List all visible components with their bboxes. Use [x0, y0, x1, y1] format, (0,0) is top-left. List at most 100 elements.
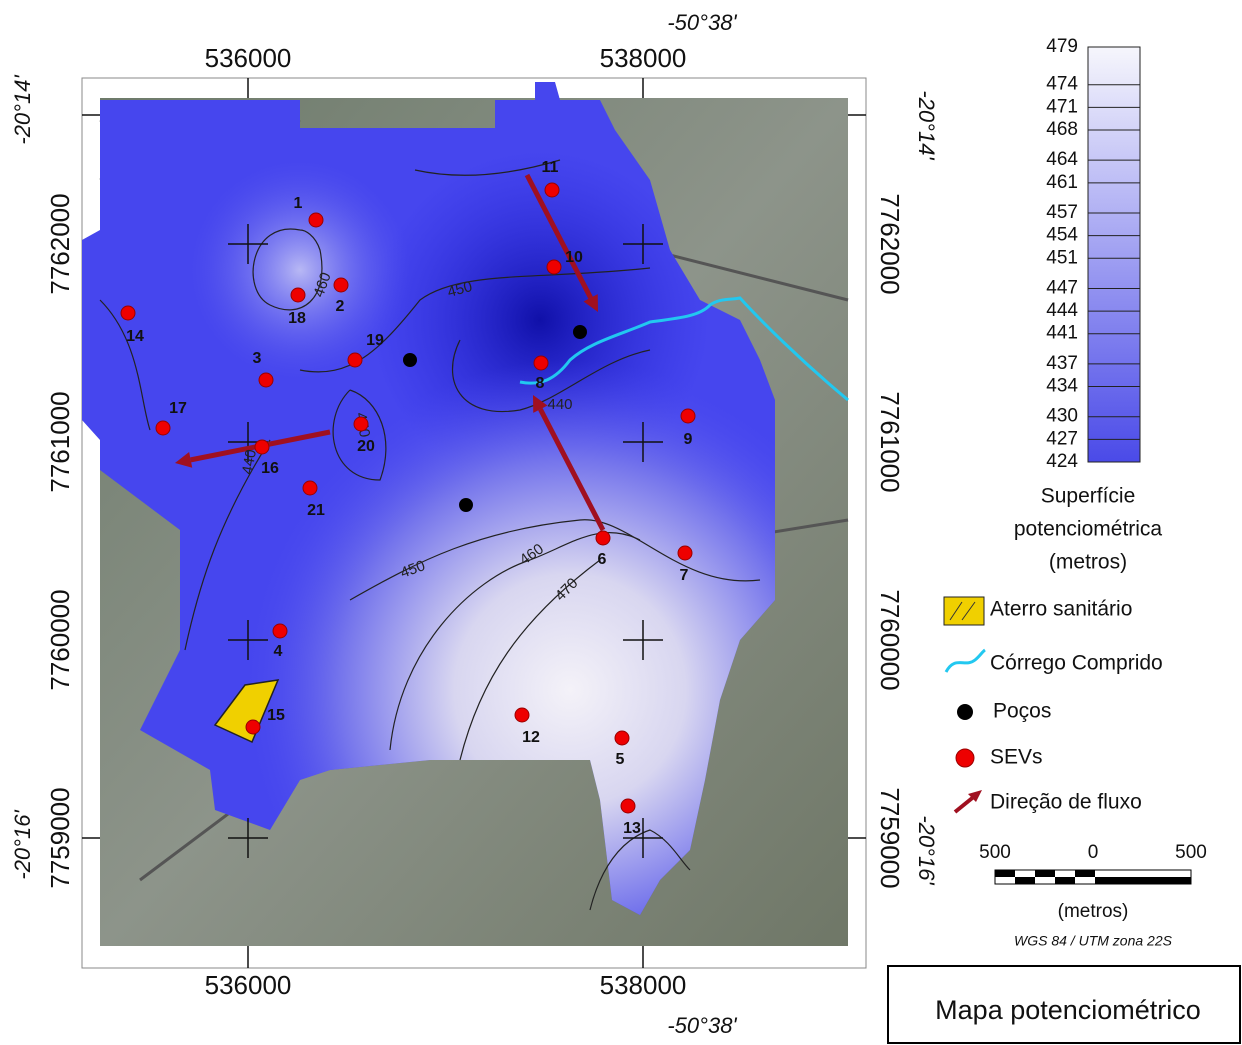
colorbar-label: 447: [1046, 277, 1078, 298]
colorbar-label: 457: [1046, 202, 1078, 223]
legend-item: Aterro sanitário: [990, 598, 1132, 621]
sev-label: 7: [680, 567, 689, 584]
x-coord-label: 538000: [600, 970, 687, 1000]
longitude-label: -50°38': [667, 1013, 737, 1038]
sev-label: 6: [598, 551, 607, 568]
scale-label: 500: [979, 842, 1011, 863]
sev-point: [514, 707, 530, 723]
projection: WGS 84 / UTM zona 22S: [1014, 933, 1173, 949]
contour-label: 440: [239, 448, 260, 476]
legend-item: Direção de fluxo: [990, 791, 1142, 814]
sev-label: 10: [565, 249, 583, 266]
flow-arrows: [175, 173, 606, 532]
flow-arrow: [538, 408, 606, 532]
title-box: [887, 965, 1241, 1044]
legend-well: [957, 704, 973, 720]
sev-point: [533, 355, 549, 371]
y-coord-label: 7761000: [45, 391, 75, 492]
contour-label: 450: [446, 278, 475, 301]
colorbar-label: 441: [1046, 323, 1078, 344]
legend-title: potenciométrica: [1014, 518, 1163, 541]
sev-label: 8: [536, 375, 545, 392]
x-coord-label: 538000: [600, 43, 687, 73]
colorbar-label: 474: [1046, 74, 1078, 95]
y-coord-label: 7760000: [45, 589, 75, 690]
colorbar-label: 427: [1046, 428, 1078, 449]
colorbar-label: 434: [1046, 376, 1078, 397]
sev-point: [595, 530, 611, 546]
wells: [403, 325, 587, 512]
legend-stream: [944, 648, 986, 673]
y-coord-label: 7759000: [875, 787, 905, 888]
sev-point: [620, 798, 636, 814]
colorbar-label: 464: [1046, 149, 1078, 170]
sev-label: 15: [267, 707, 285, 724]
scale-unit: (metros): [1058, 901, 1129, 922]
sev-point: [614, 730, 630, 746]
colorbar-label: 424: [1046, 451, 1078, 472]
sev-label: 14: [126, 328, 144, 345]
sev-label: 9: [684, 431, 693, 448]
stream: [519, 296, 849, 402]
contour-label: 440: [547, 396, 572, 413]
sev-point: [680, 408, 696, 424]
x-coord-label: 536000: [205, 970, 292, 1000]
arrowhead: [175, 452, 193, 468]
y-coord-label: 7761000: [875, 391, 905, 492]
colorbar-label: 468: [1046, 119, 1078, 140]
sev-label: 18: [288, 310, 306, 327]
latitude-label: -20°16': [10, 810, 35, 880]
contours: [99, 159, 761, 911]
sev-point: [544, 182, 560, 198]
legend-title: (metros): [1049, 551, 1127, 574]
y-coord-label: 7762000: [45, 193, 75, 294]
sev-label: 21: [307, 502, 325, 519]
legend-title: Superfície: [1041, 485, 1136, 508]
arrowhead: [533, 395, 548, 413]
scale-label: 0: [1088, 842, 1099, 863]
sev-point: [677, 545, 693, 561]
legend-sev: [955, 748, 975, 768]
colorbar-label: 479: [1046, 36, 1078, 57]
sev-label: 1: [294, 195, 303, 212]
latitude-label: -20°14': [10, 75, 35, 145]
colorbar-label: 444: [1046, 300, 1078, 321]
sev-label: 2: [336, 298, 345, 315]
colorbar-label: 461: [1046, 172, 1078, 193]
y-coord-label: 7759000: [45, 787, 75, 888]
colorbar: [1087, 46, 1141, 463]
sev-point: [347, 352, 363, 368]
colorbar-label: 430: [1046, 406, 1078, 427]
sev-point: [120, 305, 136, 321]
legend-item: Córrego Comprido: [990, 652, 1163, 675]
colorbar-label: 451: [1046, 247, 1078, 268]
sev-label: 16: [261, 460, 279, 477]
sev-point: [290, 287, 306, 303]
sev-label: 19: [366, 332, 384, 349]
sev-point: [308, 212, 324, 228]
sev-label: 5: [616, 751, 625, 768]
sev-label: 12: [522, 729, 540, 746]
map-title: Mapa potenciométrico: [935, 995, 1201, 1025]
colorbar-label: 437: [1046, 353, 1078, 374]
colorbar-label: 471: [1046, 96, 1078, 117]
scale-label: 500: [1175, 842, 1207, 863]
scale-bar: [994, 869, 1192, 885]
sev-label: 20: [357, 438, 375, 455]
sev-point: [546, 259, 562, 275]
sev-point: [155, 420, 171, 436]
well: [459, 498, 473, 512]
y-coord-label: 7762000: [875, 193, 905, 294]
legend-item: SEVs: [990, 746, 1043, 769]
sev-point: [333, 277, 349, 293]
x-coord-label: 536000: [205, 43, 292, 73]
sev-point: [272, 623, 288, 639]
sev-label: 4: [274, 643, 283, 660]
legend-landfill: [943, 596, 985, 626]
arrowhead: [583, 294, 598, 312]
colorbar-label: 454: [1046, 225, 1078, 246]
legend-item: Poços: [993, 700, 1051, 723]
sev-point: [254, 439, 270, 455]
sev-label: 11: [542, 159, 559, 176]
